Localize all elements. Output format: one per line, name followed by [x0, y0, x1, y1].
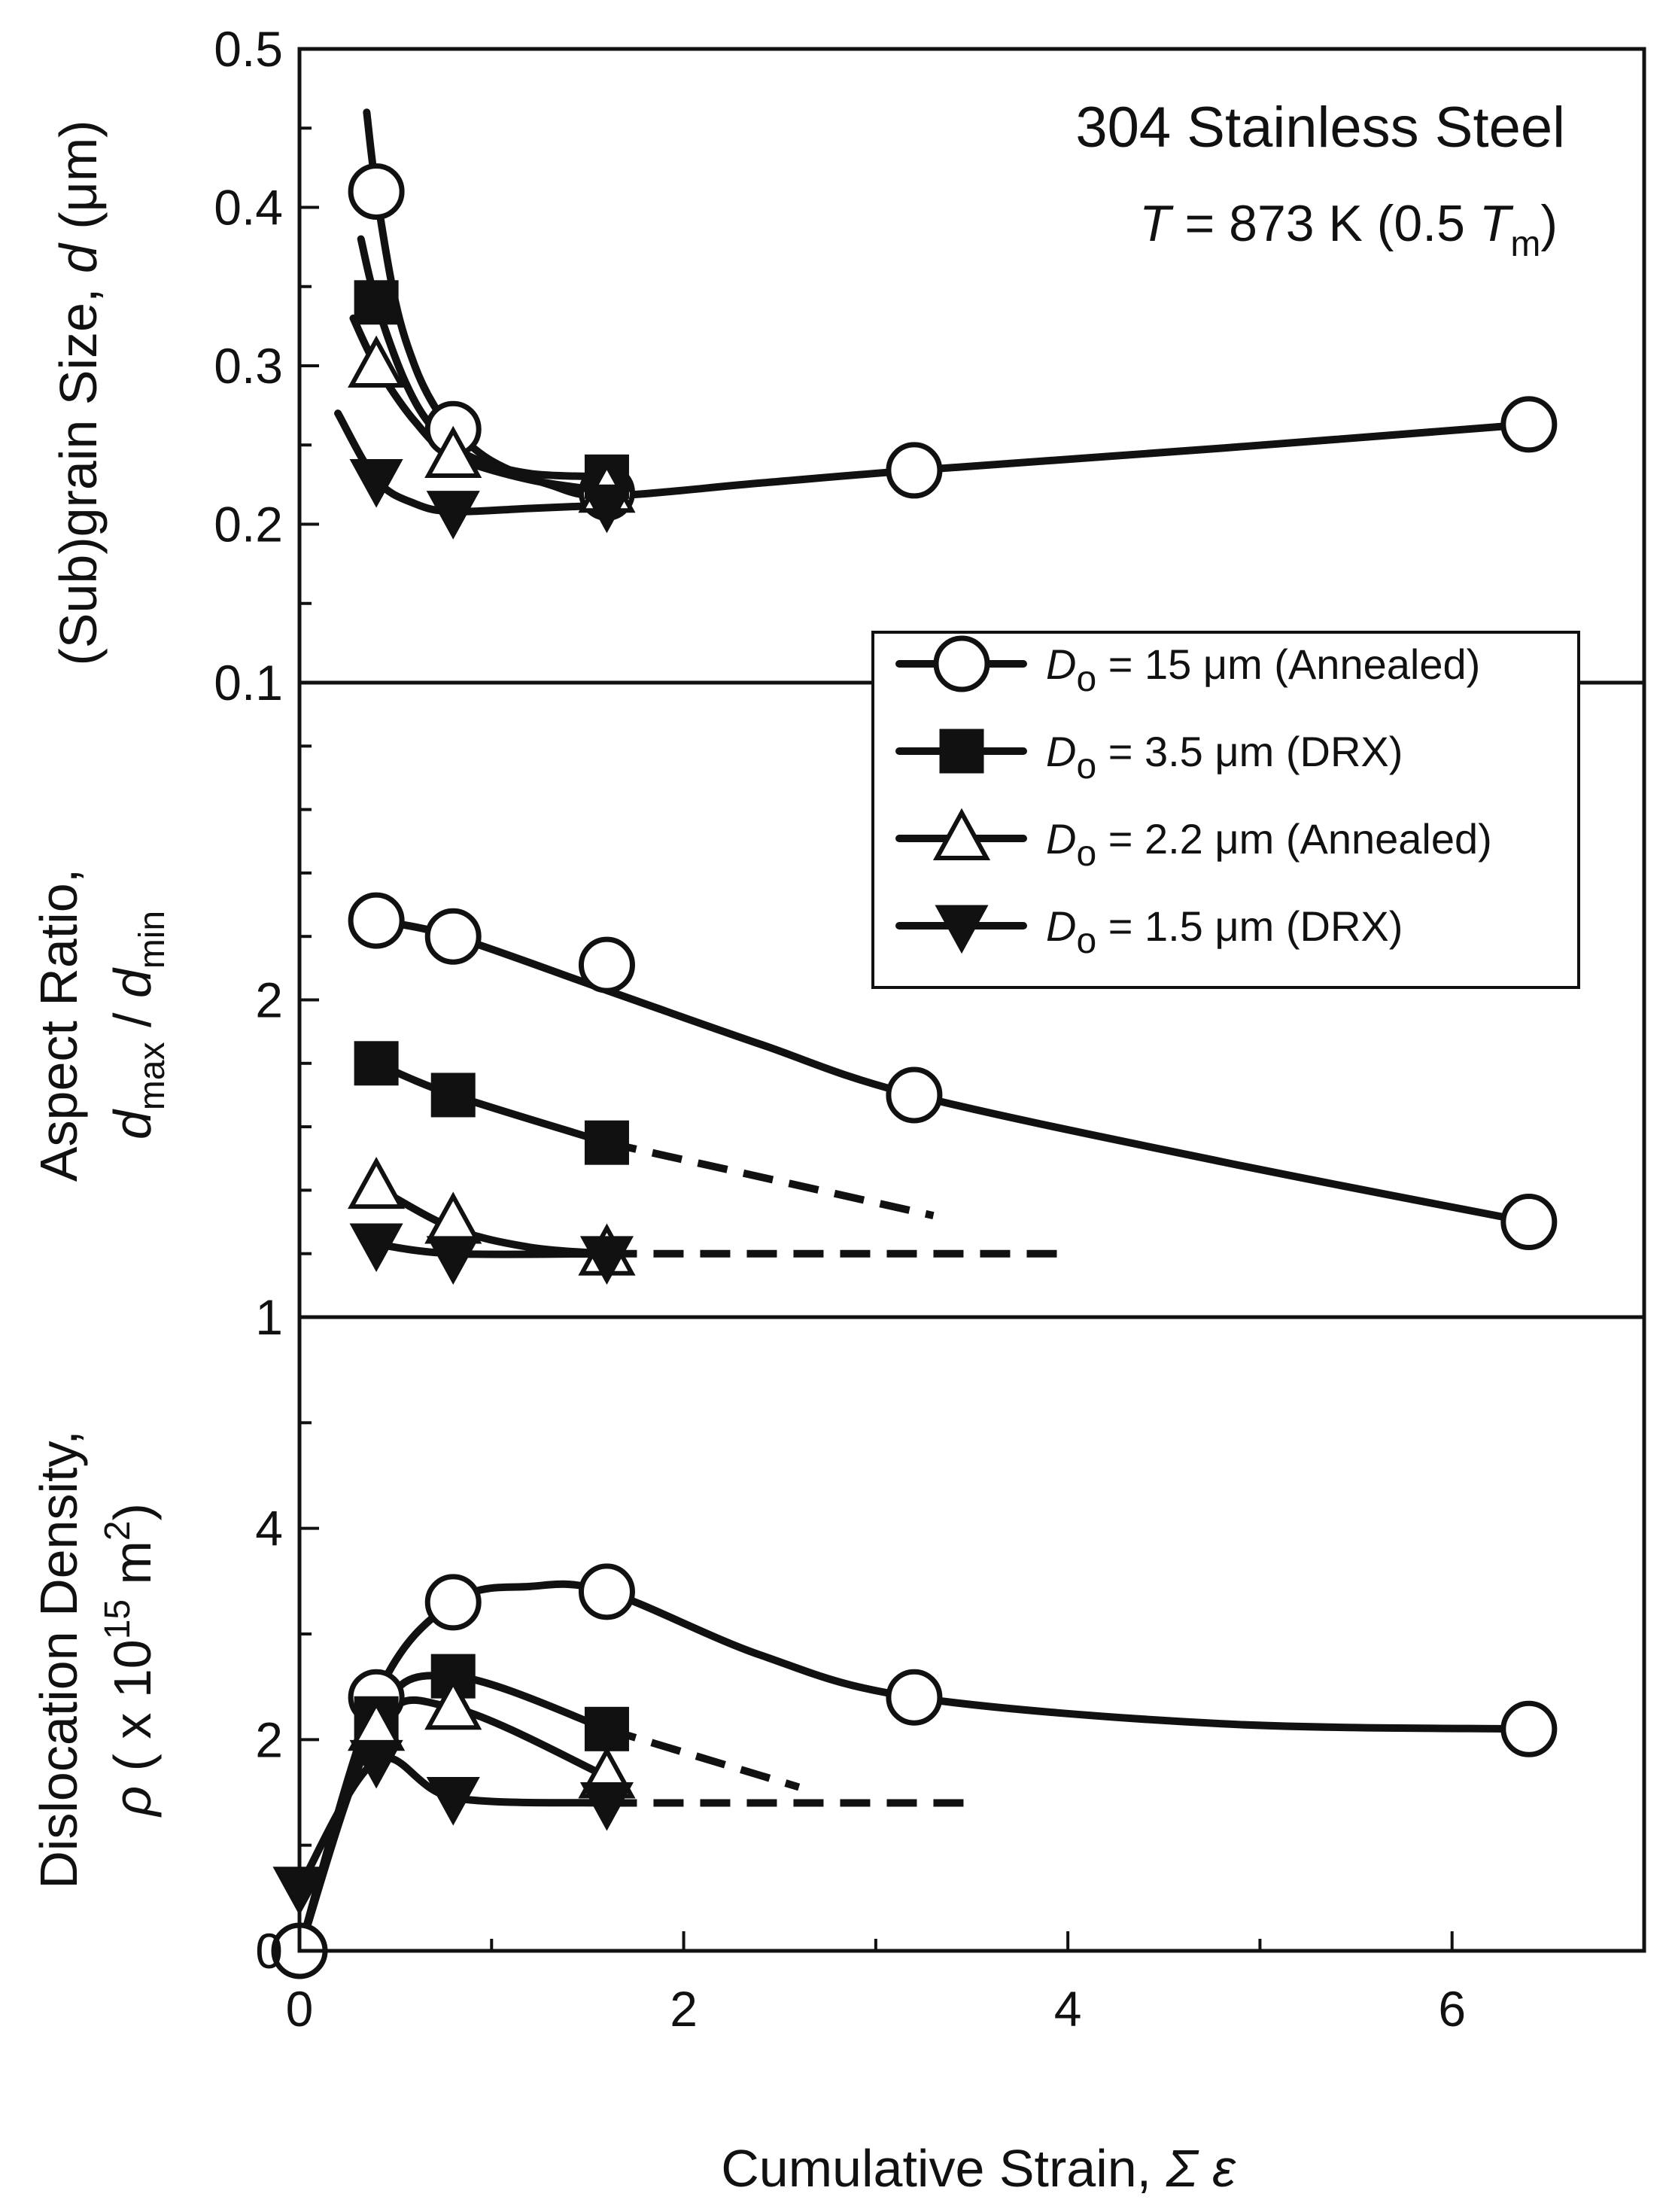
series-line	[296, 1580, 1533, 1955]
data-point	[349, 1223, 403, 1273]
legend-marker	[939, 729, 984, 774]
data-point	[578, 1563, 635, 1620]
y-tick-label: 0.1	[214, 655, 283, 710]
data-point	[348, 335, 406, 388]
series-line	[357, 235, 611, 481]
data-point	[1500, 396, 1558, 453]
data-point	[579, 1236, 634, 1286]
data-point	[426, 1777, 480, 1826]
data-point	[1500, 1700, 1558, 1757]
x-tick-label: 6	[1438, 1981, 1466, 2037]
data-point	[424, 908, 482, 965]
data-point	[886, 1669, 943, 1726]
y-tick-label: 0.3	[214, 338, 283, 394]
legend-text-3: Do = 2.2 μm (Annealed)	[1046, 815, 1492, 874]
x-tick-label: 4	[1054, 1981, 1082, 2037]
series-line	[363, 108, 1533, 500]
data-point	[354, 1041, 399, 1086]
series-markers	[271, 163, 1558, 1979]
data-point	[584, 1706, 629, 1751]
data-point	[1500, 1194, 1558, 1251]
data-point	[349, 1739, 403, 1789]
data-point	[424, 1678, 482, 1730]
chart-condition: T = 873 K (0.5 Tm)	[1139, 195, 1558, 264]
data-point	[348, 163, 405, 220]
legend-text-2: Do = 3.5 μm (DRX)	[1046, 728, 1403, 787]
data-point	[348, 1156, 406, 1209]
y-tick-label: 0.2	[214, 497, 283, 552]
legend-marker	[932, 808, 991, 860]
series-extrapolation	[606, 1725, 801, 1791]
series-line	[372, 917, 1533, 1226]
chart-title: 304 Stainless Steel	[1075, 96, 1565, 160]
ylabel-aspect-line2: dmax / dmin	[103, 911, 172, 1139]
series-line	[372, 1059, 611, 1147]
ylabel-dislocation-line1: Dislocation Density,	[29, 1430, 88, 1889]
ylabel-dislocation-line2: ρ ( x 1015 m2)	[98, 1503, 162, 1818]
legend-marker	[935, 905, 989, 954]
data-point	[579, 1782, 634, 1831]
y-tick-label: 2	[255, 972, 283, 1028]
data-point	[430, 1654, 476, 1699]
data-point	[584, 1120, 629, 1165]
y-tick-label: 0.4	[214, 180, 283, 236]
data-point	[348, 892, 405, 949]
y-tick-label: 1	[255, 1289, 283, 1345]
data-point	[579, 484, 634, 534]
ylabel-aspect-line1: Aspect Ratio,	[29, 869, 88, 1182]
data-point	[886, 442, 943, 499]
y-tick-label: 0	[255, 1923, 283, 1979]
legend-text-4: Do = 1.5 μm (DRX)	[1046, 902, 1403, 961]
y-tick-label: 0.5	[214, 21, 283, 77]
x-tick-label: 2	[670, 1981, 698, 2037]
data-point	[886, 1066, 943, 1124]
y-tick-label: 2	[255, 1711, 283, 1767]
plot-frame	[297, 47, 1646, 1953]
series-line	[296, 1754, 611, 1891]
legend-text-1: Do = 15 μm (Annealed)	[1046, 640, 1480, 699]
xlabel: Cumulative Strain, Σ ε	[721, 2139, 1236, 2198]
data-point	[349, 459, 403, 508]
y-tick-label: 4	[255, 1501, 283, 1556]
ylabel-subgrain: (Sub)grain Size, d (μm)	[49, 120, 108, 666]
data-point	[354, 280, 399, 325]
data-point	[430, 1073, 476, 1118]
axes: 0 2 4 6 0.1 0.2 0.3 0.4 0.5 1 2 0 2 4	[214, 21, 1646, 2037]
legend-marker	[933, 635, 990, 692]
legend: Do = 15 μm (Annealed) Do = 3.5 μm (DRX) …	[895, 635, 1492, 961]
data-point	[424, 1574, 482, 1631]
series-line	[296, 1696, 611, 1955]
data-point	[578, 936, 635, 993]
data-point	[426, 1236, 480, 1286]
data-point	[426, 491, 480, 540]
series-line	[372, 1183, 611, 1258]
series-extrapolation	[606, 1139, 935, 1219]
data-point	[424, 425, 482, 478]
x-tick-label: 0	[286, 1981, 314, 2037]
